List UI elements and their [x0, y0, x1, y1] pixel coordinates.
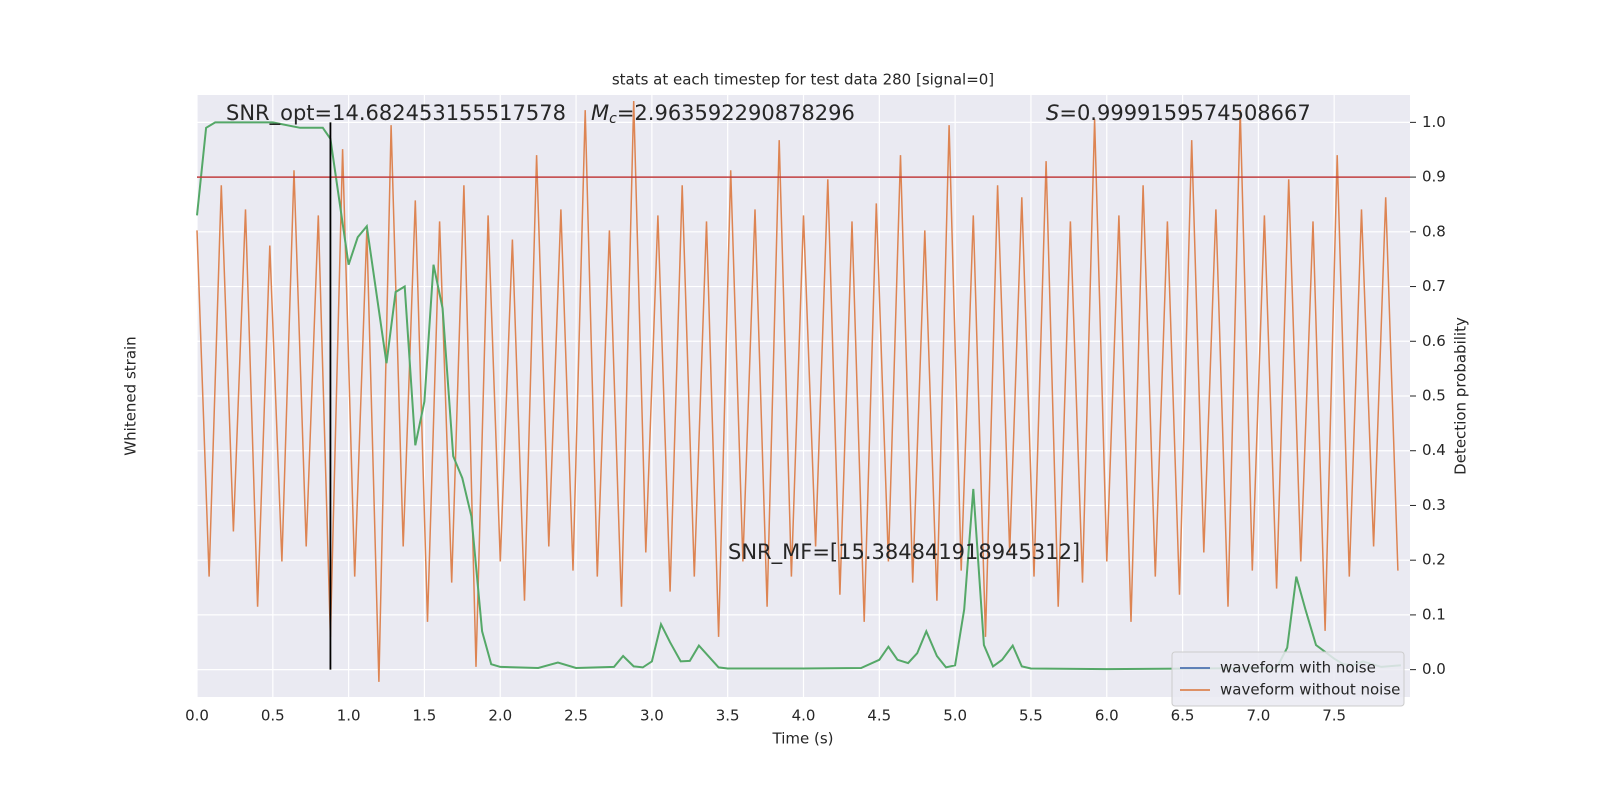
series-line: [196, 100, 1399, 682]
annotation: SNR_MF=[15.384841918945312]: [728, 540, 1080, 565]
y2-axis-label: Detection probability: [1452, 317, 1470, 475]
y2-tick-label: 0.5: [1422, 387, 1446, 405]
y2-tick-label: 0.1: [1422, 605, 1446, 623]
annotation: Mc=2.963592290878296: [591, 101, 855, 127]
annotation-text: SNR_opt=14.682453155517578: [226, 101, 566, 126]
x-tick-label: 6.5: [1171, 707, 1195, 725]
x-tick-label: 2.5: [564, 707, 588, 725]
x-tick-label: 7.5: [1322, 707, 1346, 725]
x-tick-label: 3.5: [716, 707, 740, 725]
y2-tick-label: 0.8: [1422, 222, 1446, 240]
y2-tick-label: 0.4: [1422, 441, 1446, 459]
legend-label: waveform without noise: [1220, 681, 1400, 699]
annotation-symbol: M: [591, 101, 609, 125]
annotation: SNR_opt=14.682453155517578: [226, 101, 566, 126]
x-tick-label: 7.0: [1246, 707, 1270, 725]
x-tick-label: 1.5: [413, 707, 437, 725]
y2-tick-label: 0.3: [1422, 496, 1446, 514]
annotation-text: SNR_MF=[15.384841918945312]: [728, 540, 1080, 565]
legend-box: [1171, 651, 1405, 707]
y2-tick-label: 0.2: [1422, 551, 1446, 569]
x-tick-label: 2.0: [488, 707, 512, 725]
x-tick-label: 0.5: [261, 707, 285, 725]
annotation-text: =0.9999159574508667: [1059, 101, 1310, 125]
y2-tick-label: 1.0: [1422, 113, 1446, 131]
x-tick-label: 1.0: [337, 707, 361, 725]
chart-title: stats at each timestep for test data 280…: [612, 71, 994, 89]
series-line: [196, 121, 1401, 671]
x-tick-label: 0.0: [185, 707, 209, 725]
x-tick-label: 5.5: [1019, 707, 1043, 725]
x-tick-label: 4.0: [792, 707, 816, 725]
legend-label: waveform with noise: [1220, 659, 1376, 677]
x-tick-label: 5.0: [943, 707, 967, 725]
x-axis-label: Time (s): [772, 730, 834, 748]
annotation: S=0.9999159574508667: [1046, 101, 1311, 125]
annotation-subscript: c: [609, 111, 617, 127]
y2-tick-label: 0.9: [1422, 168, 1446, 186]
x-tick-label: 4.5: [867, 707, 891, 725]
x-tick-label: 6.0: [1095, 707, 1119, 725]
y2-tick-label: 0.0: [1422, 660, 1446, 678]
y-axis-label: Whitened strain: [122, 336, 140, 455]
annotation-text: =2.963592290878296: [617, 101, 855, 125]
y2-tick-label: 0.7: [1422, 277, 1446, 295]
x-tick-label: 3.0: [640, 707, 664, 725]
annotation-symbol: S: [1046, 101, 1059, 125]
y2-tick-label: 0.6: [1422, 332, 1446, 350]
